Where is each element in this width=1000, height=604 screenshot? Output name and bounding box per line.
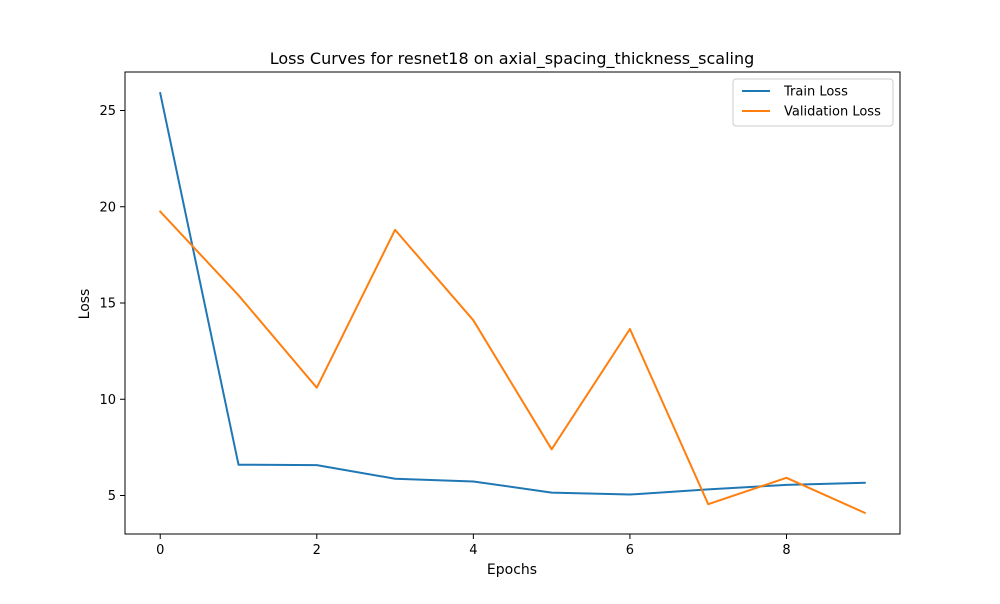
legend-label: Validation Loss [784, 105, 881, 120]
y-tick-label: 5 [108, 489, 116, 504]
series-line-train-loss [159, 91, 866, 496]
series-lines [158, 91, 867, 515]
y-tick-label: 10 [99, 393, 116, 408]
x-tick-label: 0 [156, 543, 164, 558]
x-tick-label: 4 [469, 543, 477, 558]
x-tick-label: 2 [313, 543, 321, 558]
x-tick-label: 8 [782, 543, 790, 558]
axes: 0 2 4 6 8 5 10 15 20 25 [99, 71, 901, 558]
y-tick-label: 25 [99, 104, 116, 119]
y-axis-label: Loss [77, 289, 93, 320]
legend: Train Loss Validation Loss [732, 78, 894, 127]
chart-title: Loss Curves for resnet18 on axial_spacin… [270, 49, 755, 69]
legend-box [732, 78, 894, 127]
x-axis-label: Epochs [487, 562, 537, 578]
x-tick-label: 6 [626, 543, 634, 558]
y-tick-label: 20 [99, 200, 116, 215]
legend-label: Train Loss [783, 85, 848, 100]
series-line-validation-loss [158, 210, 867, 515]
y-tick-label: 15 [99, 297, 116, 312]
